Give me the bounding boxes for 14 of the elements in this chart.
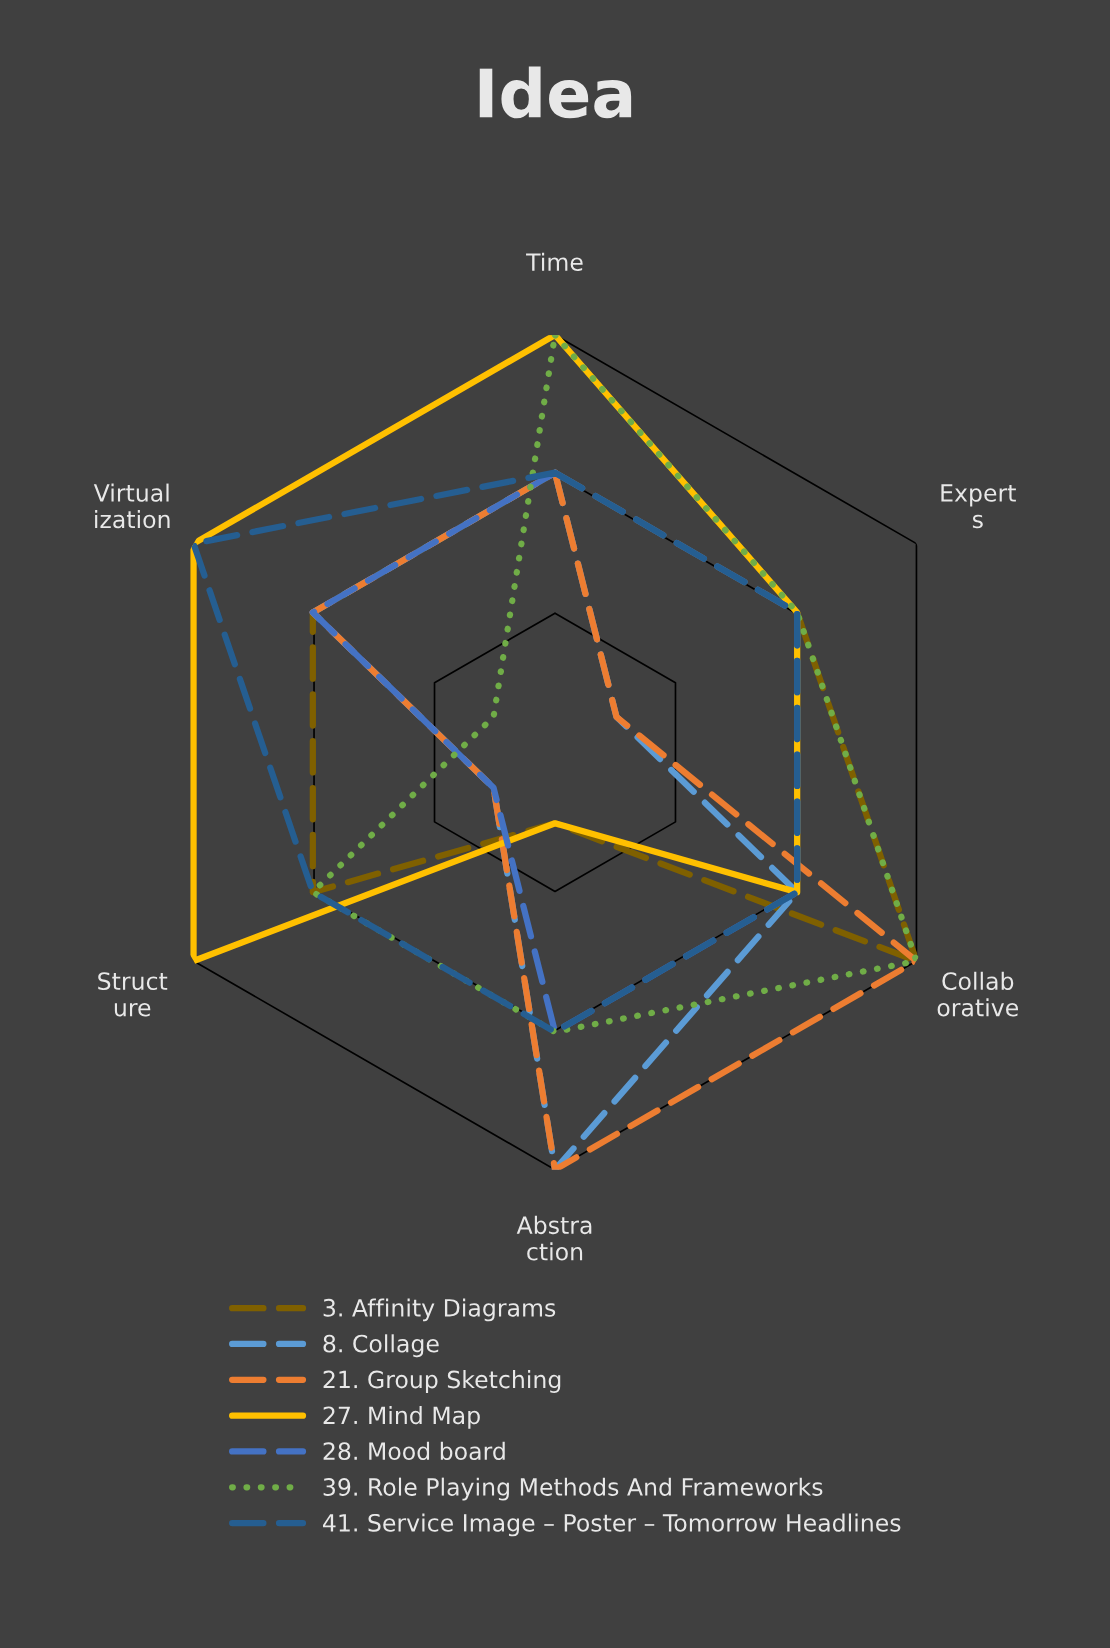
chart-title: Idea xyxy=(479,66,632,119)
legend-label: 3. Affinity Diagrams xyxy=(323,1298,556,1322)
spoke-label: Time xyxy=(526,252,583,271)
legend-label: 21. Group Sketching xyxy=(323,1370,561,1393)
legend-label: 39. Role Playing Methods And Frameworks xyxy=(323,1477,823,1501)
spoke-label: Collab orative xyxy=(937,971,1018,1017)
spoke-label: Struct ure xyxy=(98,972,168,1017)
legend-label: 41. Service Image – Poster – Tomorrow Headlines xyxy=(323,1513,901,1537)
legend-label: 8. Collage xyxy=(323,1334,439,1358)
spoke-label: Abstra ction xyxy=(516,1215,592,1261)
legend-label: 28. Mood board xyxy=(323,1441,505,1461)
spoke-label: Expert s xyxy=(941,484,1016,529)
spoke-label: Virtual ization xyxy=(93,483,170,529)
legend-label: 27. Mind Map xyxy=(323,1405,480,1429)
